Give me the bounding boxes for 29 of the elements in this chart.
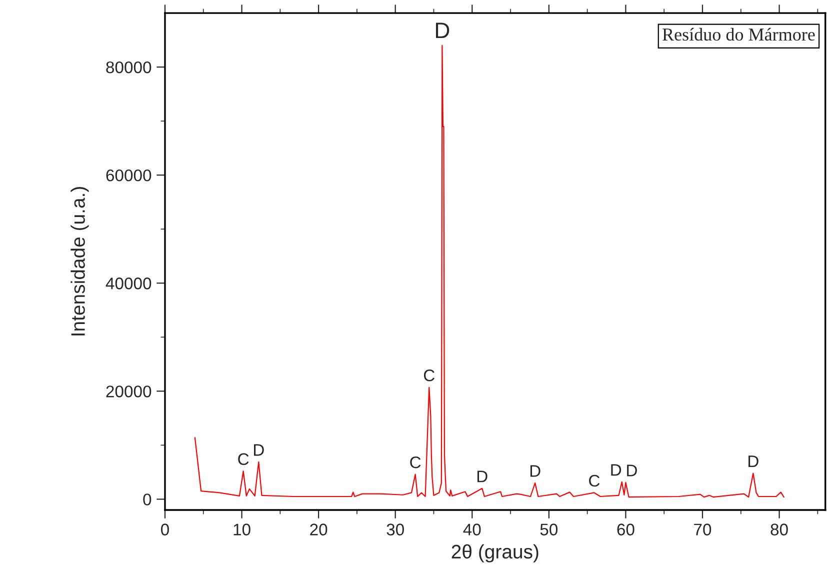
line-series (194, 44, 784, 498)
annotation: D (530, 465, 540, 477)
annotation: C (424, 370, 435, 382)
annotation: D (254, 444, 264, 456)
y-tick-label: 20000 (106, 386, 152, 398)
x-tick-label: 70 (694, 524, 712, 536)
x-tick-label: 40 (463, 524, 481, 536)
y-tick-label: 0 (143, 494, 152, 506)
annotation: D (477, 470, 488, 482)
annotation: C (589, 474, 600, 487)
annotation: D (436, 22, 450, 38)
annotation: C (410, 456, 421, 468)
x-tick-label: 50 (540, 524, 558, 536)
x-tick-label: 80 (770, 524, 788, 536)
x-tick-label: 30 (386, 524, 404, 536)
annotation: D (748, 456, 758, 468)
annotation: D (627, 464, 637, 476)
x-axis-title: 2θ (graus) (452, 544, 538, 562)
y-tick-label: 40000 (106, 278, 152, 290)
x-tick-label: 20 (310, 524, 328, 536)
annotation: D (611, 464, 622, 476)
x-tick-label: 0 (161, 524, 169, 536)
x-tick-label: 60 (617, 524, 634, 536)
annotation: C (238, 453, 249, 466)
y-tick-label: 80000 (106, 61, 152, 74)
y-axis-title: Intensidade (u.a.) (70, 187, 89, 336)
y-tick-label: 60000 (106, 169, 152, 182)
x-tick-label: 10 (234, 524, 250, 536)
annotation: Resíduo do Mármore (662, 28, 815, 41)
